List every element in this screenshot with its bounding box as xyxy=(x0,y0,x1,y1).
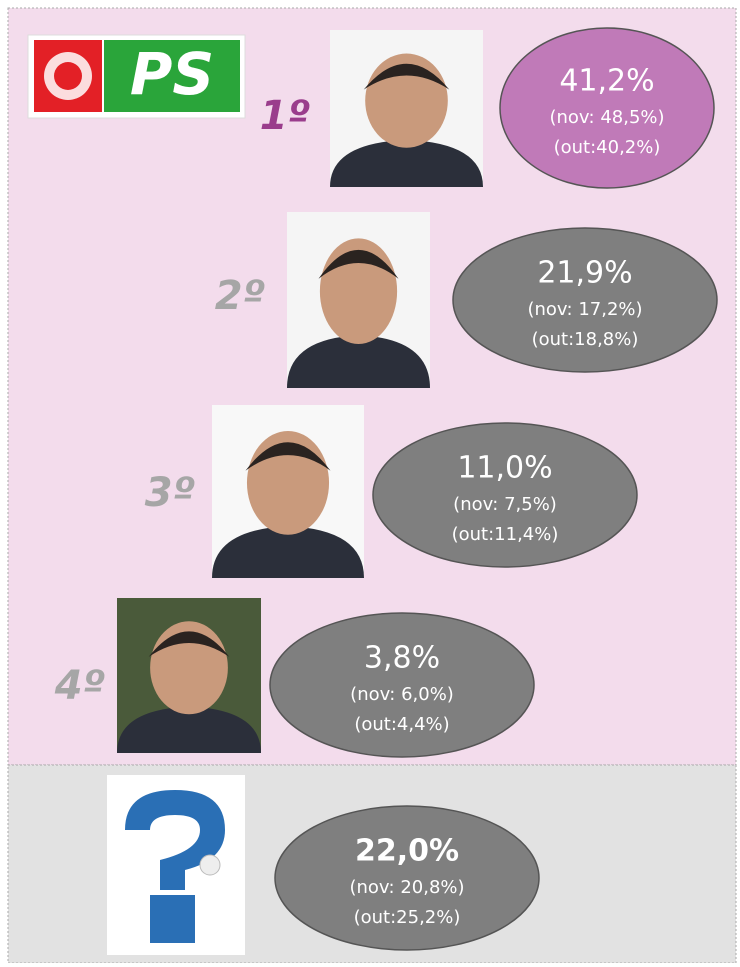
result-out: (out:25,2%) xyxy=(354,907,461,928)
logo: PS xyxy=(28,35,245,118)
portrait xyxy=(287,212,430,388)
rank: 2º xyxy=(215,273,265,319)
result-nov: (nov: 7,5%) xyxy=(453,494,557,515)
portrait xyxy=(330,30,483,187)
result-out: (out:18,8%) xyxy=(532,329,639,350)
page: PS 1º 41,2% (nov: 48,5%) (out:40,2%) 2º 21,9%… xyxy=(0,0,740,963)
result-value: 3,8% xyxy=(364,641,440,676)
result-out: (out:4,4%) xyxy=(354,714,449,735)
question-icon xyxy=(107,775,245,955)
result-nov: (nov: 20,8%) xyxy=(349,877,464,898)
result-nov: (nov: 48,5%) xyxy=(549,107,664,128)
rank: 1º xyxy=(260,93,310,139)
rank: 4º xyxy=(54,663,105,709)
logo-text: PS xyxy=(130,40,214,108)
result-value: 11,0% xyxy=(457,451,552,486)
result-nov: (nov: 6,0%) xyxy=(350,684,454,705)
portrait xyxy=(117,598,261,753)
result-out: (out:11,4%) xyxy=(452,524,559,545)
result-value: 41,2% xyxy=(559,64,654,99)
result-value: 22,0% xyxy=(355,834,459,869)
result-out: (out:40,2%) xyxy=(554,137,661,158)
result-nov: (nov: 17,2%) xyxy=(527,299,642,320)
result-value: 21,9% xyxy=(537,256,632,291)
rank: 3º xyxy=(145,470,195,516)
portrait xyxy=(212,405,364,578)
infographic: PS 1º 41,2% (nov: 48,5%) (out:40,2%) 2º 21,9%… xyxy=(0,0,740,963)
